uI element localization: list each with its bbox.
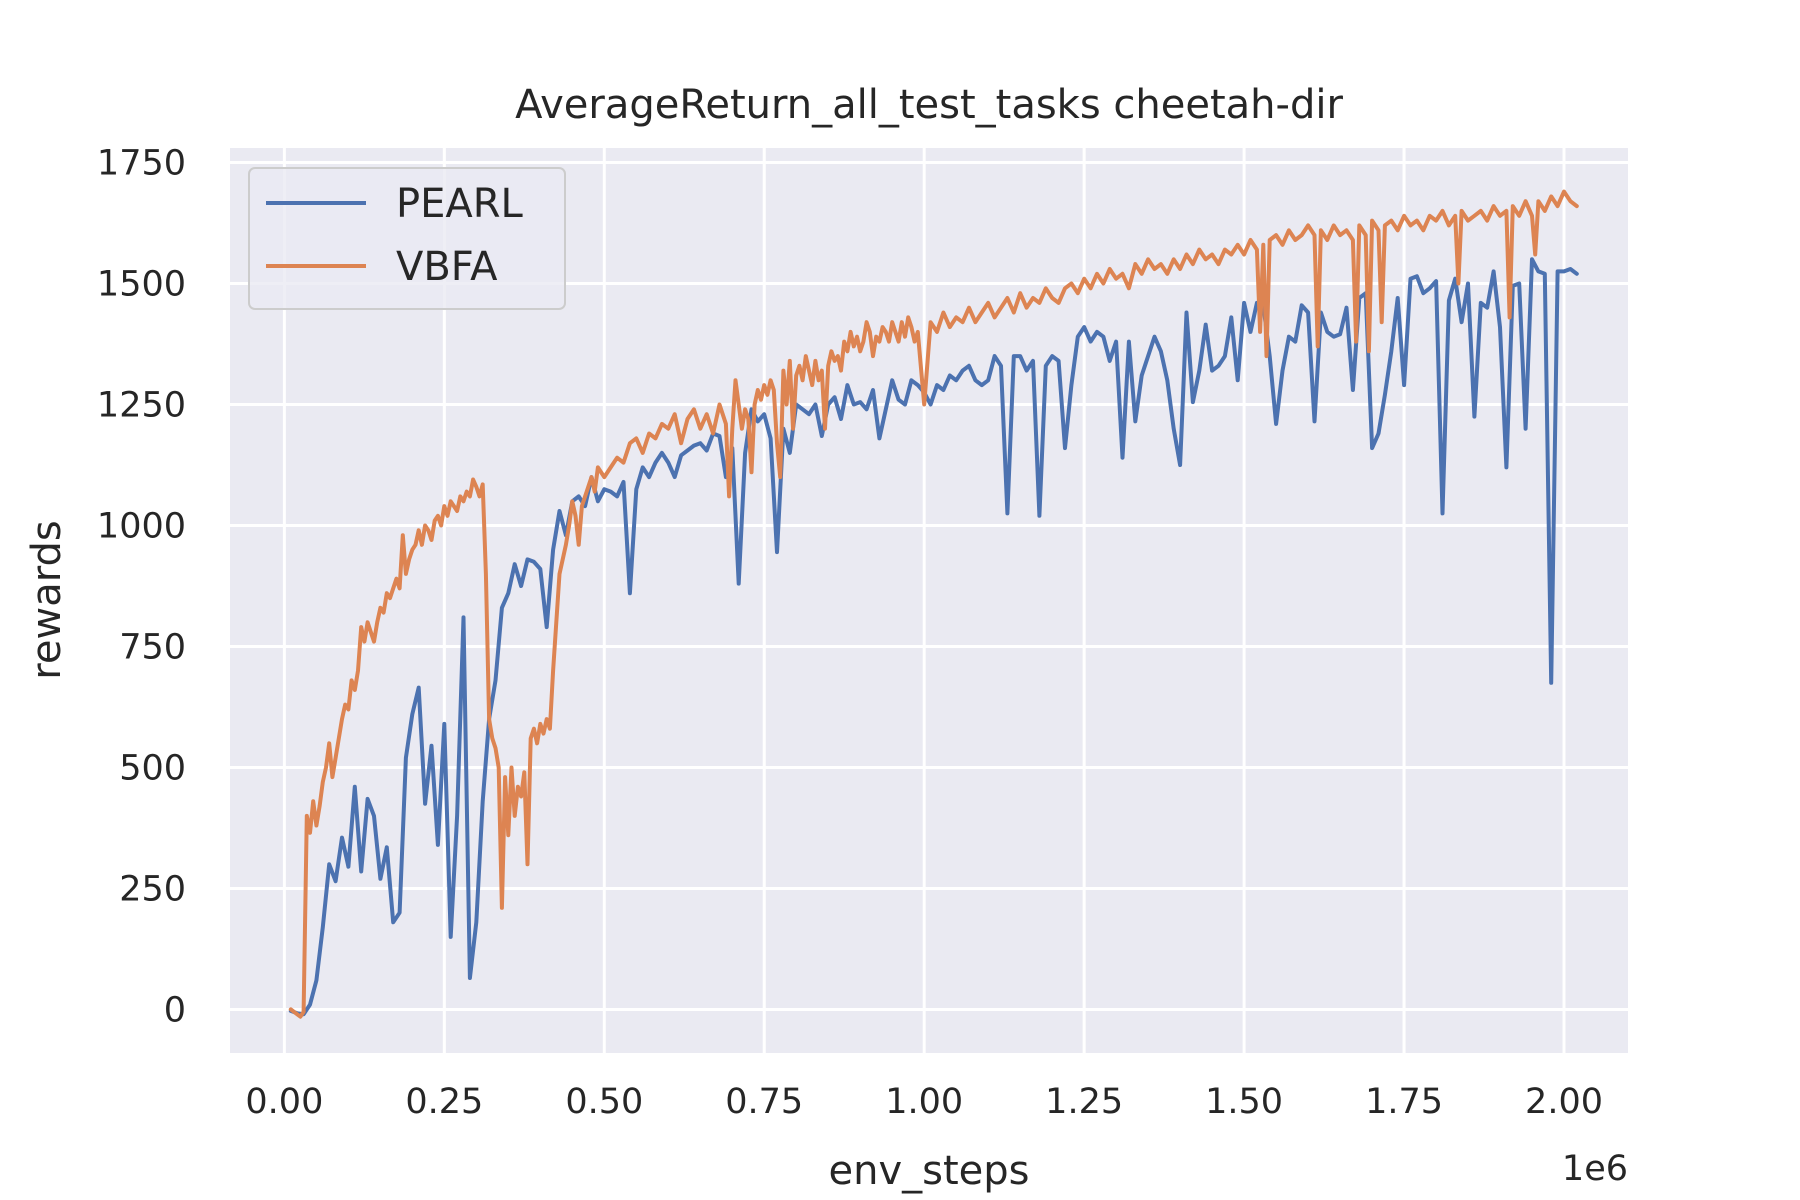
y-tick-label: 1750 [97,144,186,184]
y-tick-label: 500 [119,748,186,788]
y-tick-label: 250 [119,869,186,909]
x-tick-label: 1.50 [1205,1082,1283,1122]
x-offset-label: 1e6 [1562,1149,1628,1189]
x-tick-label: 0.25 [405,1082,483,1122]
series-lines [288,189,1579,1019]
series-line-pearl [288,257,1579,1017]
x-tick-label: 1.75 [1365,1082,1443,1122]
x-tick-label: 0.00 [245,1082,323,1122]
x-tick-label: 2.00 [1525,1082,1603,1122]
y-tick-labels: 0 250 500 750 1000 1250 1500 1750 [97,144,186,1031]
y-tick-label: 1250 [97,385,186,425]
legend-label-vbfa: VBFA [396,244,498,290]
x-tick-label: 1.25 [1045,1082,1123,1122]
y-axis-label: rewards [24,520,70,679]
series-line-vbfa [288,189,1579,1019]
chart-title: AverageReturn_all_test_tasks cheetah-dir [515,82,1343,128]
x-tick-label: 1.00 [885,1082,963,1122]
legend-label-pearl: PEARL [396,181,524,227]
x-tick-label: 0.50 [565,1082,643,1122]
y-tick-label: 1000 [97,506,186,546]
legend: PEARL VBFA [248,167,566,310]
x-tick-labels: 0.00 0.25 0.50 0.75 1.00 1.25 1.50 1.75 2.00 [245,1082,1603,1122]
x-tick-label: 0.75 [725,1082,803,1122]
y-tick-label: 750 [119,627,186,667]
y-tick-label: 1500 [97,265,186,305]
x-axis-label: env_steps [829,1148,1030,1194]
y-tick-label: 0 [164,990,186,1030]
